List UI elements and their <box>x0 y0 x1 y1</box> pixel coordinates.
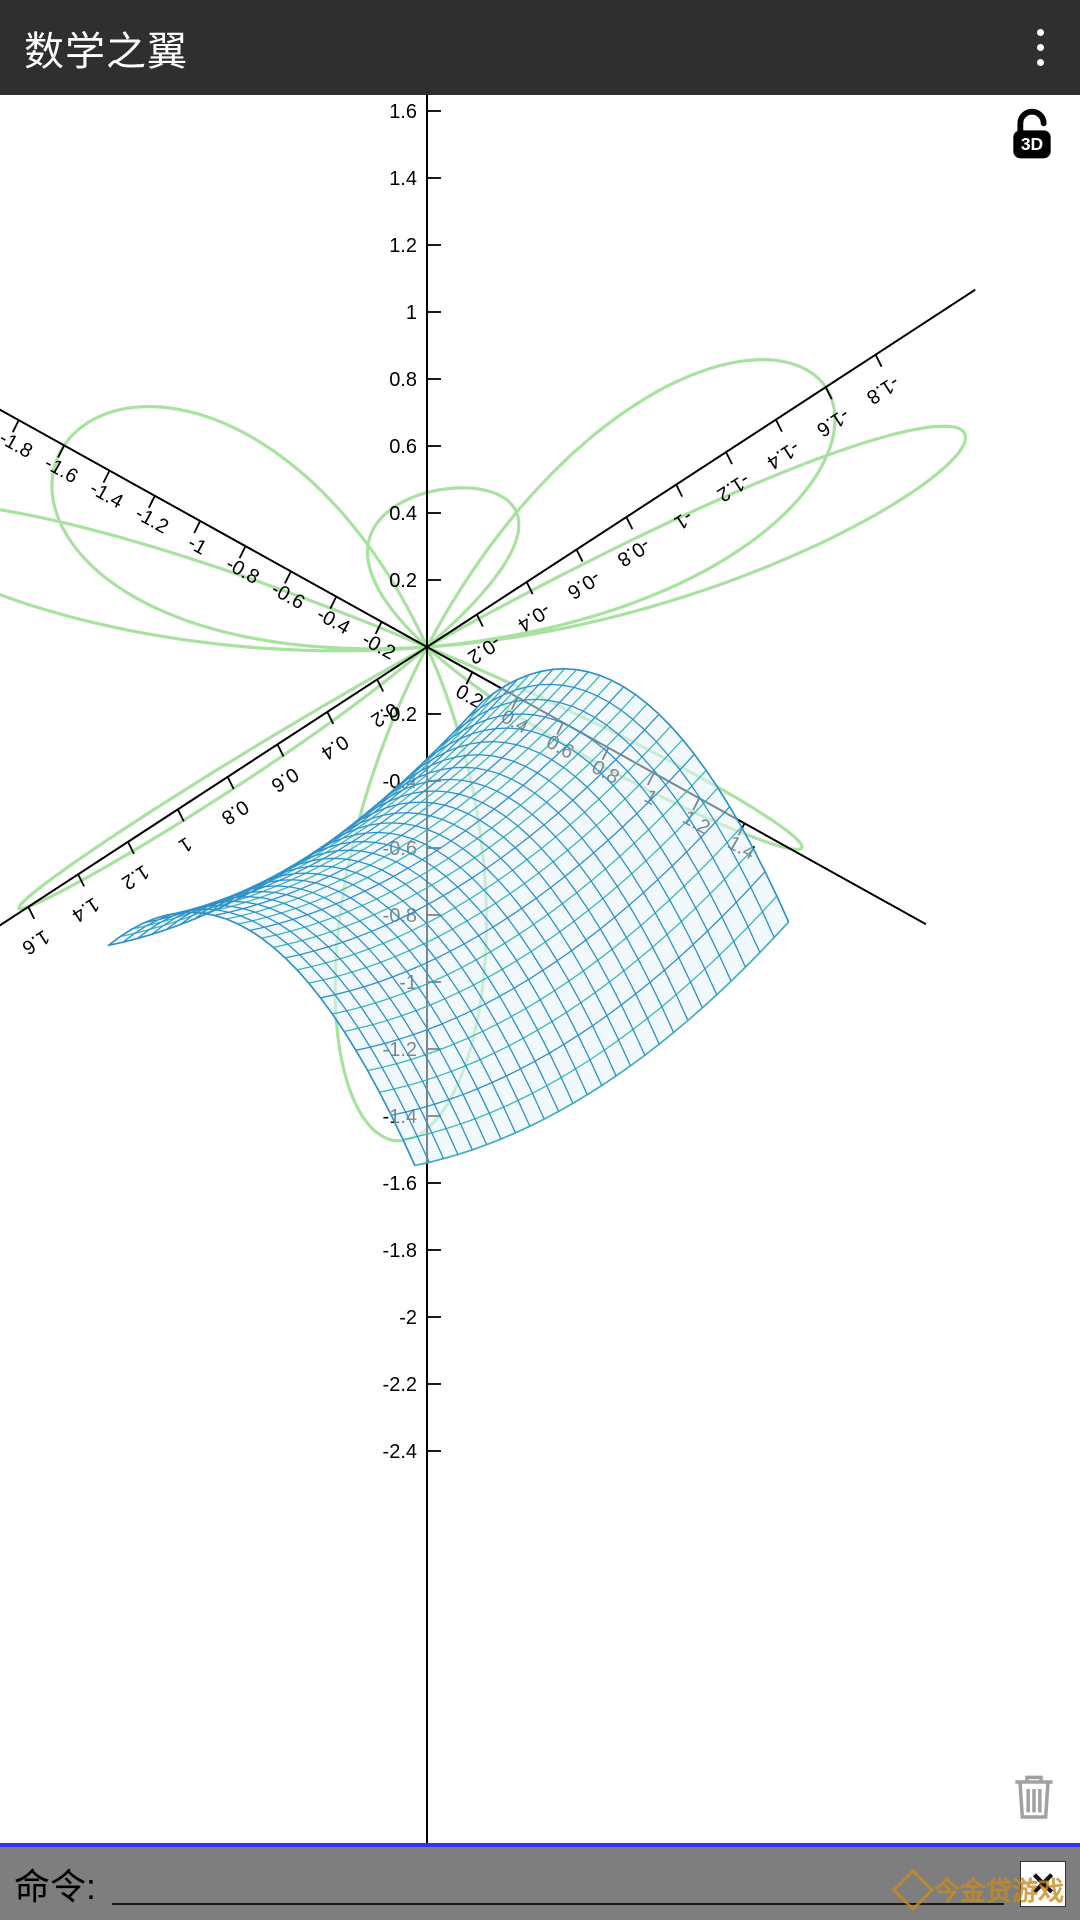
command-bar: 命令: ✕ 今金贷游戏 <box>0 1847 1080 1920</box>
svg-text:-0.8: -0.8 <box>613 533 654 570</box>
3d-lock-toggle[interactable]: 3D <box>1004 107 1060 163</box>
svg-text:1.4: 1.4 <box>68 893 103 927</box>
svg-text:-1.4: -1.4 <box>86 477 127 513</box>
overflow-menu-icon[interactable] <box>1025 17 1056 78</box>
svg-text:-1.8: -1.8 <box>383 1240 417 1262</box>
command-input[interactable] <box>112 1863 1004 1905</box>
command-label: 命令: <box>14 1858 96 1910</box>
trash-icon[interactable] <box>1006 1768 1062 1829</box>
svg-text:-1.2: -1.2 <box>131 503 172 539</box>
svg-text:1: 1 <box>406 302 417 324</box>
svg-text:0.2: 0.2 <box>367 698 402 732</box>
svg-text:1.6: 1.6 <box>18 925 53 959</box>
svg-text:0.6: 0.6 <box>389 436 417 458</box>
svg-text:-2: -2 <box>399 1307 417 1329</box>
svg-text:-1.8: -1.8 <box>862 371 903 408</box>
svg-text:0.4: 0.4 <box>317 730 352 764</box>
svg-text:0.8: 0.8 <box>217 795 252 829</box>
svg-text:-1: -1 <box>184 532 210 560</box>
svg-text:-0.4: -0.4 <box>313 603 354 639</box>
svg-text:-2.4: -2.4 <box>383 1441 417 1463</box>
svg-text:-1.6: -1.6 <box>383 1173 417 1195</box>
3d-badge-text: 3D <box>1021 134 1043 154</box>
svg-text:-0.8: -0.8 <box>222 553 263 589</box>
svg-text:0.8: 0.8 <box>389 369 417 391</box>
svg-text:0.2: 0.2 <box>389 570 417 592</box>
svg-text:1.2: 1.2 <box>389 235 417 257</box>
close-icon[interactable]: ✕ <box>1020 1861 1066 1907</box>
svg-text:-0.6: -0.6 <box>267 578 308 614</box>
svg-text:-1.8: -1.8 <box>0 427 36 463</box>
svg-text:-2.2: -2.2 <box>383 1374 417 1396</box>
svg-text:1: 1 <box>174 832 195 857</box>
svg-text:0.6: 0.6 <box>267 763 302 797</box>
plot-area[interactable]: 1.61.41.210.80.60.40.2-0.2-0.4-0.6-0.8-1… <box>0 95 1080 1847</box>
svg-text:1.4: 1.4 <box>389 168 417 190</box>
svg-text:1.6: 1.6 <box>389 101 417 123</box>
plot-canvas[interactable]: 1.61.41.210.80.60.40.2-0.2-0.4-0.6-0.8-1… <box>0 95 1080 1847</box>
blue-surface <box>109 669 789 1166</box>
app-bar: 数学之翼 <box>0 0 1080 95</box>
svg-text:-1.6: -1.6 <box>813 404 854 441</box>
svg-text:-1.6: -1.6 <box>41 452 82 488</box>
app-title: 数学之翼 <box>24 19 188 77</box>
svg-text:0.4: 0.4 <box>389 503 417 525</box>
svg-text:1.2: 1.2 <box>118 860 153 894</box>
